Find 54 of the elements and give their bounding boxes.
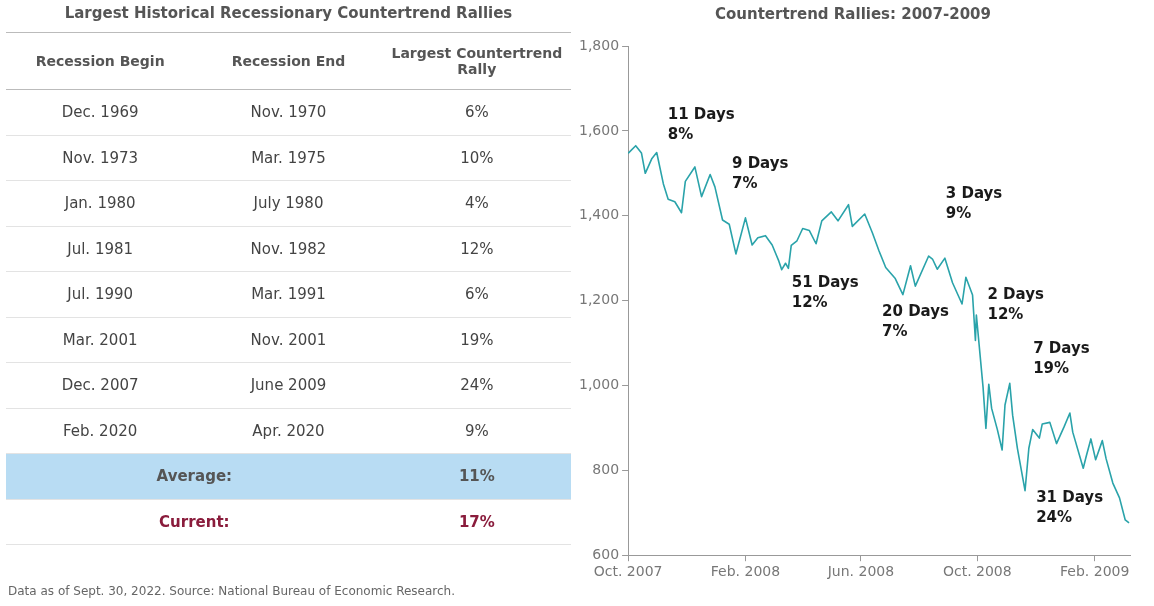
text: Nov. 1973 xyxy=(62,148,139,167)
text: Mar. 1991 xyxy=(251,285,326,304)
y-tick-label: 600 xyxy=(592,545,620,562)
y-tick-label: 1,000 xyxy=(578,376,620,393)
text: Nov. 2001 xyxy=(250,330,327,349)
text: Largest Historical Recessionary Countertrend Rallies xyxy=(63,4,514,22)
x-tick-label: Feb. 2009 xyxy=(1060,563,1130,580)
y-tick-label: 800 xyxy=(592,460,620,477)
text: 6% xyxy=(464,103,489,122)
text: Apr. 2020 xyxy=(252,421,325,440)
y-tick-label: 1,400 xyxy=(578,206,620,223)
text: 6% xyxy=(464,285,489,304)
text: Nov. 1970 xyxy=(250,103,327,122)
text: Dec. 2007 xyxy=(61,376,139,395)
annotation: 11 Days 8% xyxy=(667,105,735,144)
text: Dec. 1969 xyxy=(61,103,139,122)
text: 17% xyxy=(458,512,495,531)
text: 24% xyxy=(460,376,494,395)
text: Average: xyxy=(156,467,233,486)
text: Jan. 1980 xyxy=(64,194,136,213)
annotation: 31 Days 24% xyxy=(1036,487,1104,526)
text: Mar. 2001 xyxy=(62,330,138,349)
y-tick-label: 1,800 xyxy=(578,36,620,53)
chart-title: Countertrend Rallies: 2007-2009 xyxy=(715,4,991,23)
annotation: 51 Days 12% xyxy=(791,272,859,311)
x-tick-label: Oct. 2008 xyxy=(942,563,1012,580)
y-tick-label: 1,200 xyxy=(578,291,620,308)
text: Jul. 1981 xyxy=(67,239,134,258)
text: Nov. 1982 xyxy=(250,239,327,258)
annotation: 7 Days 19% xyxy=(1033,338,1090,377)
category-label: Largest Countertrend Rally xyxy=(382,32,571,90)
text: 12% xyxy=(460,239,494,258)
text: 19% xyxy=(460,330,494,349)
text: Data as of Sept. 30, 2022. Source: National Bureau of Economic Research. xyxy=(8,584,455,598)
text: Mar. 1975 xyxy=(251,148,326,167)
x-tick-label: Oct. 2007 xyxy=(593,563,663,580)
text: Current: xyxy=(159,512,230,531)
text: July 1980 xyxy=(253,194,324,213)
text: June 2009 xyxy=(250,376,327,395)
annotation: 9 Days 7% xyxy=(731,153,789,192)
annotation: 20 Days 7% xyxy=(882,302,950,341)
text: Feb. 2020 xyxy=(63,421,138,440)
annotation: 2 Days 12% xyxy=(987,285,1044,324)
category-label: Recession End xyxy=(194,32,383,90)
x-tick-label: Jun. 2008 xyxy=(826,563,895,580)
text: 9% xyxy=(464,421,489,440)
text: 10% xyxy=(460,148,494,167)
text: 4% xyxy=(464,194,489,213)
text: 11% xyxy=(458,467,495,486)
text: Jul. 1990 xyxy=(67,285,134,304)
category-label: Recession Begin xyxy=(6,32,195,90)
y-tick-label: 1,600 xyxy=(578,121,620,138)
x-tick-label: Feb. 2008 xyxy=(710,563,781,580)
annotation: 3 Days 9% xyxy=(945,184,1003,223)
